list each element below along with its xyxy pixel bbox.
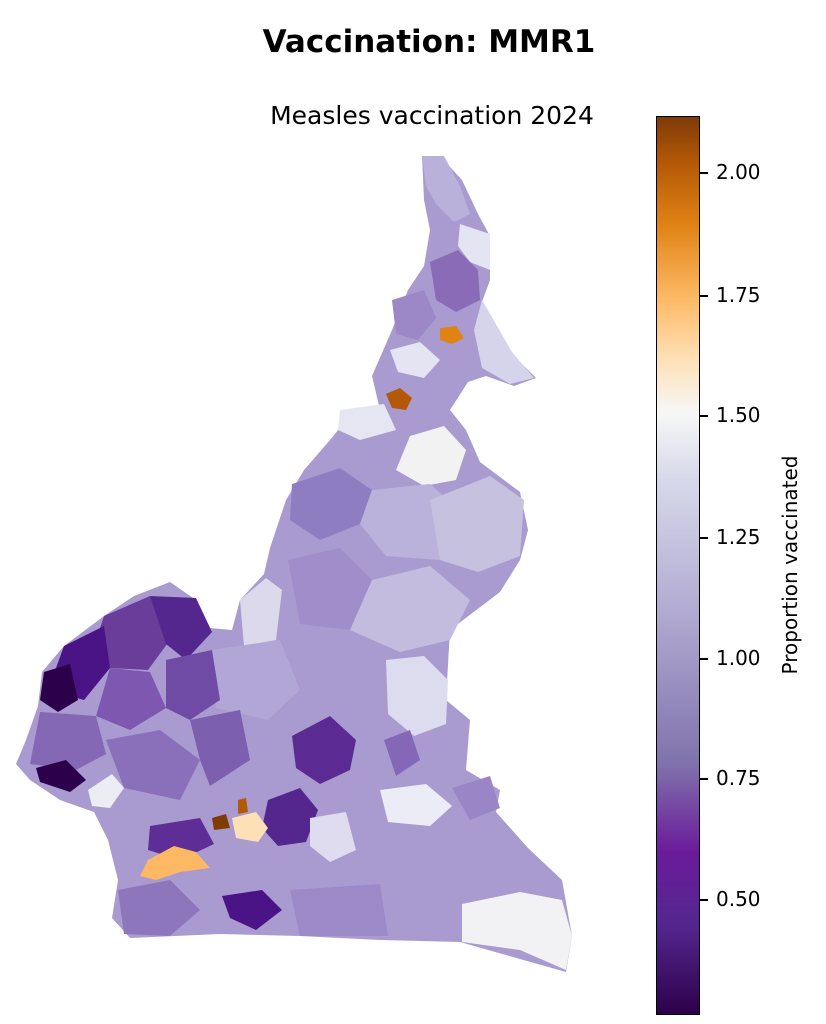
region-pale-north [338,404,396,440]
map-subtitle: Measles vaccination 2024 [270,101,594,130]
figure-title: Vaccination: MMR1 [262,24,596,60]
region-south-dark-border [222,890,282,930]
region-northwest-a [96,596,170,670]
region-west-e [190,710,250,786]
colorbar-tick [700,172,708,174]
region-southwest-pale [88,774,124,808]
region-west-a [96,668,166,730]
region-west-d [106,730,200,800]
colorbar-label: Proportion vaccinated [778,455,802,675]
colorbar [656,116,700,1015]
region-pale-east [386,656,448,736]
region-near-white-north [396,426,466,486]
colorbar-tick [700,295,708,297]
region-west-b [166,650,220,720]
region-east-pale [380,784,452,826]
region-centre-dark-a [292,716,356,784]
region-dark-orange-north [386,388,412,410]
region-south-dark [148,818,214,860]
colorbar-tick [700,415,708,417]
region-centre-f [210,640,300,720]
region-centre-dark-b [262,788,318,846]
region-dark-west [40,664,78,712]
region-south-light-orange [140,846,210,880]
colorbar-tick [700,778,708,780]
colorbar-tick-label: 1.75 [716,283,761,307]
region-west-c [30,712,106,770]
region-north-tip [422,156,470,222]
colorbar-tick-label: 0.50 [716,887,761,911]
region-northwest-b [150,596,212,660]
region-south-brown [212,814,230,830]
region-orange-north [440,326,464,344]
colorbar-tick [700,899,708,901]
region-south-a [118,880,200,936]
region-centre-d [288,548,372,630]
colorbar-tick [700,658,708,660]
region-far-north-d [390,342,440,378]
region-southeast-near-white [462,892,572,970]
region-south-dark-orange [238,798,248,814]
region-dark-southwest [36,760,86,792]
region-far-north-c [392,290,436,340]
colorbar-tick-label: 1.25 [716,525,761,549]
colorbar-tick-label: 0.75 [716,766,761,790]
region-centre-e [350,566,470,652]
region-centre-a [290,468,372,540]
region-east-b [384,730,420,776]
colorbar-tick [700,537,708,539]
region-south-cream [232,812,268,842]
region-south-pale [310,812,356,862]
region-south-b [290,884,388,936]
colorbar-tick-label: 2.00 [716,160,761,184]
region-pale-west [240,578,282,646]
colorbar-tick-label: 1.00 [716,646,761,670]
region-east-a [452,776,500,820]
region-far-north-b [474,300,534,384]
region-far-north-a [430,250,480,312]
region-centre-c [430,476,524,572]
colorbar-tick-label: 1.50 [716,403,761,427]
region-north-band [458,224,490,270]
